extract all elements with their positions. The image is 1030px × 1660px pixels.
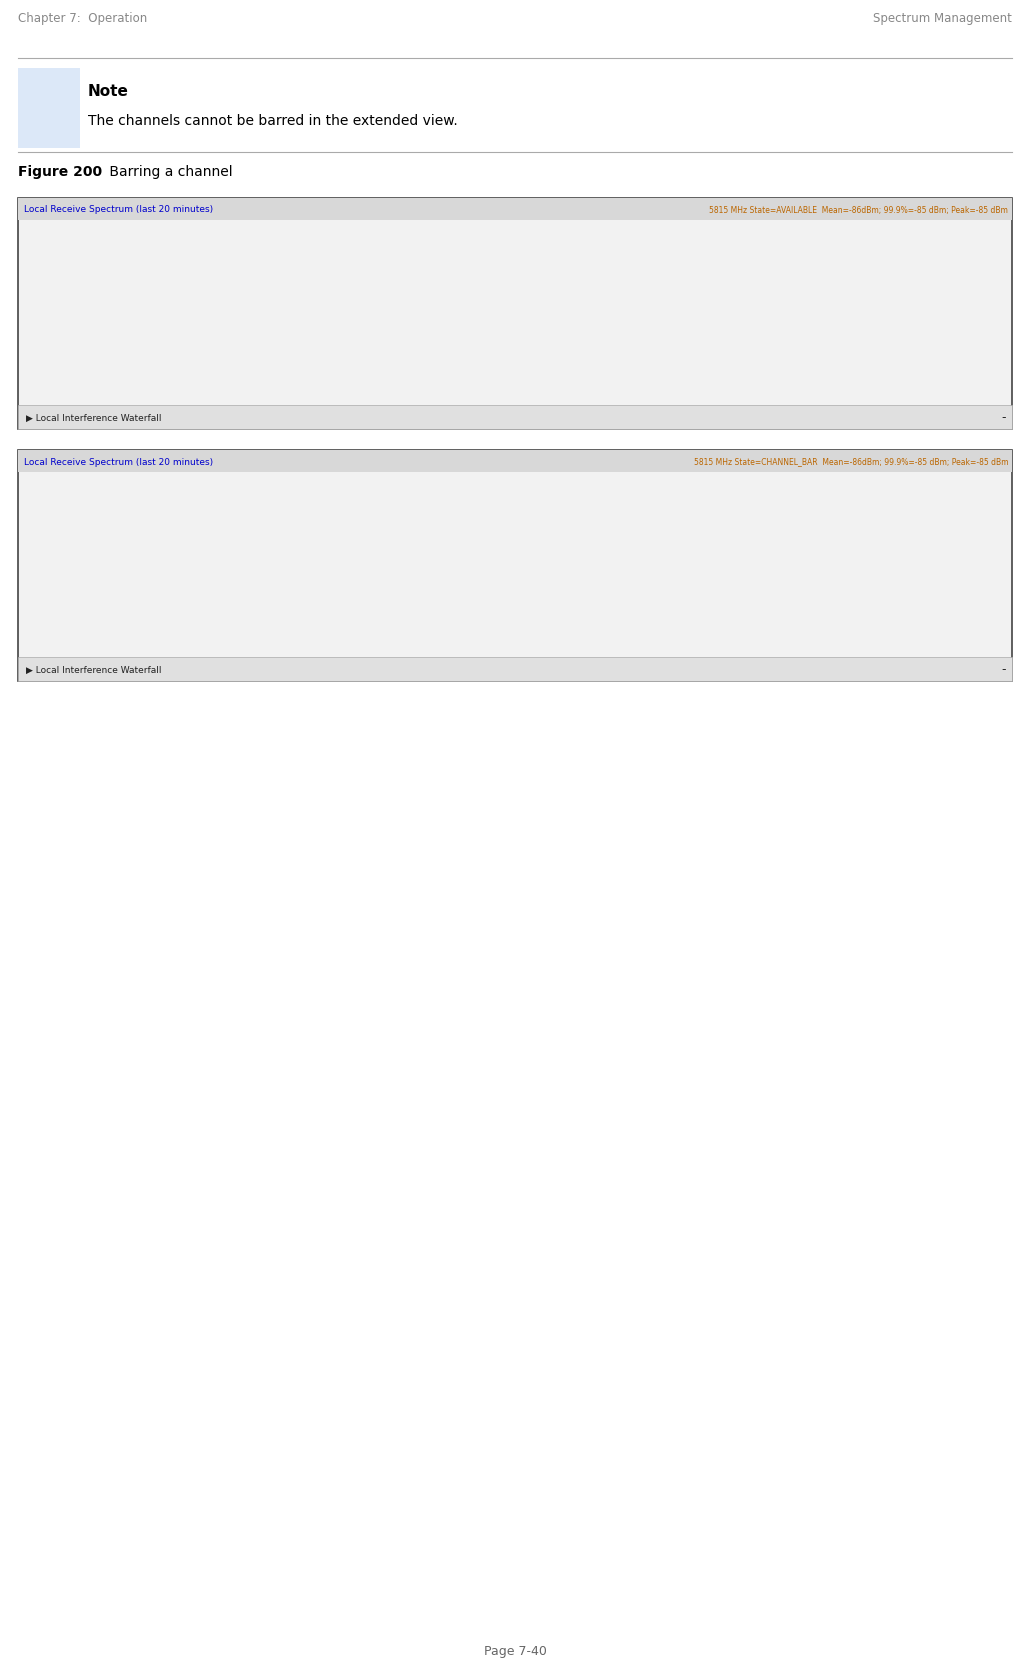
Y-axis label: Power (dBm): Power (dBm) <box>29 508 39 571</box>
Bar <box>782 571 834 599</box>
FancyBboxPatch shape <box>45 103 53 131</box>
Bar <box>160 315 213 320</box>
Bar <box>471 571 523 599</box>
Bar <box>936 315 990 320</box>
Text: -: - <box>1001 412 1006 425</box>
Bar <box>614 227 691 347</box>
Text: Page 7-40: Page 7-40 <box>483 1645 547 1658</box>
Text: 🔒: 🔒 <box>650 558 655 566</box>
Bar <box>160 571 213 599</box>
Bar <box>626 571 679 599</box>
Bar <box>82 319 135 347</box>
Bar <box>614 480 691 599</box>
Bar <box>315 315 369 320</box>
Bar <box>626 315 679 320</box>
Bar <box>626 319 679 347</box>
Bar <box>238 319 290 347</box>
Bar <box>238 315 290 320</box>
Bar <box>471 568 523 573</box>
Bar <box>859 568 912 573</box>
Bar <box>859 571 912 599</box>
Bar <box>393 571 446 599</box>
Text: ▶ Local Interference Waterfall: ▶ Local Interference Waterfall <box>26 413 162 423</box>
Bar <box>82 315 135 320</box>
Bar <box>548 315 602 320</box>
Bar <box>703 319 757 347</box>
Bar <box>82 568 135 573</box>
Text: Local Receive Spectrum (last 20 minutes): Local Receive Spectrum (last 20 minutes) <box>24 458 213 466</box>
Circle shape <box>44 123 54 134</box>
Bar <box>703 568 757 573</box>
Bar <box>471 319 523 347</box>
Bar <box>315 571 369 599</box>
Text: ▶ Local Interference Waterfall: ▶ Local Interference Waterfall <box>26 666 162 674</box>
Text: Spectrum Management: Spectrum Management <box>873 12 1012 25</box>
Bar <box>782 319 834 347</box>
FancyBboxPatch shape <box>38 85 60 106</box>
Bar <box>548 319 602 347</box>
Text: 5815 MHz State=CHANNEL_BAR  Mean=-86dBm; 99.9%=-85 dBm; Peak=-85 dBm: 5815 MHz State=CHANNEL_BAR Mean=-86dBm; … <box>693 458 1008 466</box>
Bar <box>315 319 369 347</box>
Bar <box>160 319 213 347</box>
Text: Barring a channel: Barring a channel <box>105 164 233 179</box>
Bar <box>859 319 912 347</box>
X-axis label: Channel Center Frequency (MHz): Channel Center Frequency (MHz) <box>455 632 617 642</box>
Bar <box>471 315 523 320</box>
Bar <box>936 571 990 599</box>
Bar <box>626 568 679 573</box>
Polygon shape <box>24 78 74 133</box>
Bar <box>238 571 290 599</box>
Bar <box>936 319 990 347</box>
Y-axis label: Power (dBm): Power (dBm) <box>29 256 39 319</box>
Text: -: - <box>1001 664 1006 677</box>
X-axis label: Channel Center Frequency (MHz): Channel Center Frequency (MHz) <box>455 380 617 390</box>
Bar <box>548 568 602 573</box>
Text: 5815 MHz State=AVAILABLE  Mean=-86dBm; 99.9%=-85 dBm; Peak=-85 dBm: 5815 MHz State=AVAILABLE Mean=-86dBm; 99… <box>709 206 1008 214</box>
Bar <box>782 315 834 320</box>
Bar <box>703 315 757 320</box>
Bar <box>393 568 446 573</box>
Bar <box>82 571 135 599</box>
Text: Local Receive Spectrum (last 20 minutes): Local Receive Spectrum (last 20 minutes) <box>24 206 213 214</box>
Bar <box>393 319 446 347</box>
Text: Note: Note <box>88 85 129 100</box>
Bar <box>70 480 303 599</box>
Bar <box>782 568 834 573</box>
Bar <box>703 571 757 599</box>
Bar <box>238 568 290 573</box>
Text: Figure 200: Figure 200 <box>18 164 102 179</box>
Bar <box>393 315 446 320</box>
Bar <box>548 571 602 599</box>
Bar <box>160 568 213 573</box>
Text: Chapter 7:  Operation: Chapter 7: Operation <box>18 12 147 25</box>
Bar <box>315 568 369 573</box>
Text: The channels cannot be barred in the extended view.: The channels cannot be barred in the ext… <box>88 115 457 128</box>
Bar <box>70 227 303 347</box>
Bar <box>859 315 912 320</box>
Bar <box>936 568 990 573</box>
